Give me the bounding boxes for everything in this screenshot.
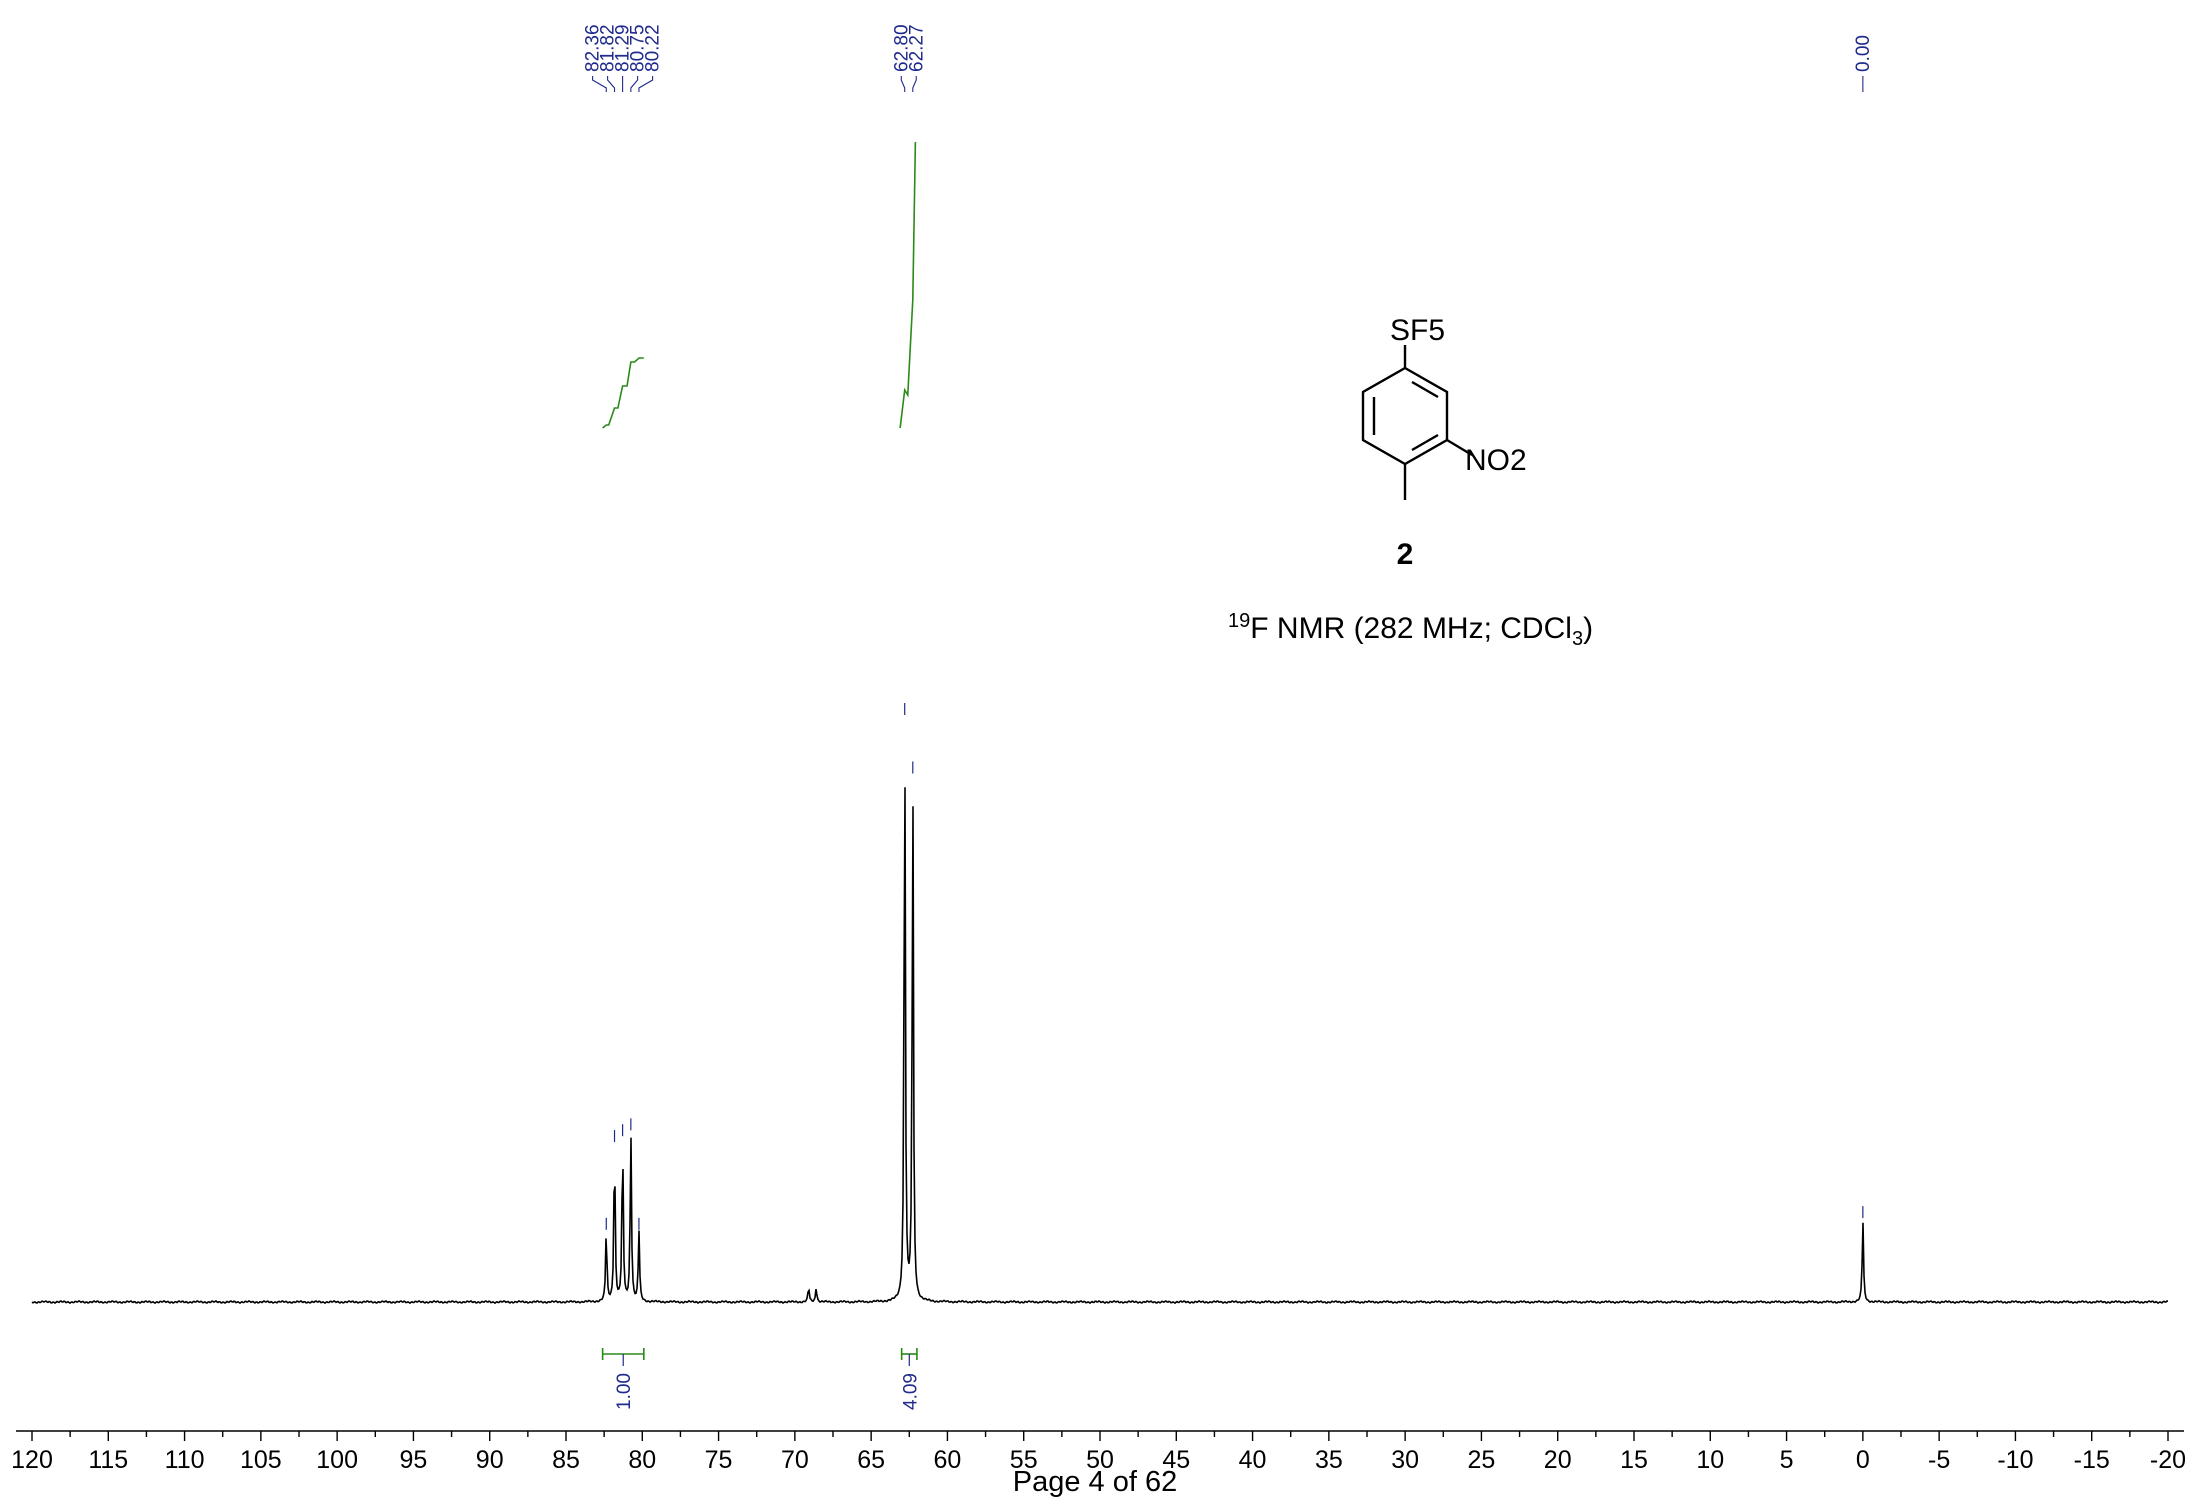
x-tick-label: 50 — [1086, 1446, 1114, 1474]
x-tick-label: 25 — [1468, 1446, 1496, 1474]
x-tick-label: 55 — [1010, 1446, 1038, 1474]
x-tick-label: -10 — [1997, 1446, 2033, 1474]
x-tick-label: 85 — [552, 1446, 580, 1474]
x-tick-label: 10 — [1696, 1446, 1724, 1474]
peak-label: 62.27 — [906, 24, 927, 72]
peak-leader — [592, 76, 607, 92]
nmr-caption: 19F NMR (282 MHz; CDCl3) — [1228, 610, 1594, 650]
spectrum-trace — [31, 787, 2169, 1305]
x-tick-label: 45 — [1162, 1446, 1190, 1474]
x-tick-label: 110 — [165, 1446, 205, 1474]
peak-label: 0.00 — [1853, 35, 1874, 72]
x-tick-label: -5 — [1928, 1446, 1950, 1474]
integral-value: 4.09 — [900, 1373, 921, 1410]
x-tick-label: 70 — [781, 1446, 809, 1474]
peak-label: 80.75 — [628, 24, 649, 72]
x-tick-label: 40 — [1239, 1446, 1267, 1474]
sf5-label: SF5 — [1390, 314, 1445, 347]
page-footer: Page 4 of 62 — [1012, 1466, 1178, 1498]
compound-number: 2 — [1396, 538, 1414, 571]
peak-label: 80.22 — [643, 24, 664, 72]
no2-label: NO2 — [1465, 444, 1527, 477]
peak-leader — [607, 76, 616, 92]
x-tick-label: 65 — [857, 1446, 885, 1474]
x-tick-label: 30 — [1391, 1446, 1419, 1474]
x-tick-label: 0 — [1856, 1446, 1870, 1474]
integral-curve — [899, 141, 917, 429]
x-tick-label: 35 — [1315, 1446, 1343, 1474]
x-tick-label: 80 — [628, 1446, 656, 1474]
integral-value: 1.00 — [614, 1373, 635, 1410]
x-tick-label: 75 — [705, 1446, 733, 1474]
integral-curves — [602, 141, 917, 429]
x-tick-label: 15 — [1620, 1446, 1648, 1474]
x-tick-label: -15 — [2074, 1446, 2110, 1474]
x-tick-label: 95 — [400, 1446, 428, 1474]
peak-leader — [638, 76, 654, 92]
molecule-structure — [1361, 345, 1473, 500]
peak-label: 62.80 — [891, 24, 912, 72]
peak-leader — [630, 76, 639, 92]
peak-label: 81.29 — [613, 24, 634, 72]
x-tick-label: 60 — [934, 1446, 962, 1474]
x-axis: 120 115 110 105 100 95 90 85 80 75 70 65 60 55 50 45 40 3… — [11, 1430, 2186, 1474]
x-tick-label: 90 — [476, 1446, 504, 1474]
x-tick-label: -20 — [2150, 1446, 2186, 1474]
x-tick-label: 115 — [88, 1446, 128, 1474]
peak-label: 82.36 — [583, 24, 604, 72]
x-tick-label: 5 — [1780, 1446, 1794, 1474]
peak-label: 81.82 — [598, 24, 619, 72]
integral-curve — [602, 357, 644, 429]
peak-markers — [605, 703, 1864, 1230]
x-tick-label: 20 — [1544, 1446, 1572, 1474]
peak-leader — [912, 76, 917, 92]
x-tick-label: 100 — [316, 1446, 358, 1474]
integral-brackets: 1.00 4.09 — [601, 1348, 921, 1410]
x-tick-label: 120 — [11, 1446, 53, 1474]
peak-leader — [900, 76, 906, 92]
x-tick-label: 105 — [240, 1446, 282, 1474]
